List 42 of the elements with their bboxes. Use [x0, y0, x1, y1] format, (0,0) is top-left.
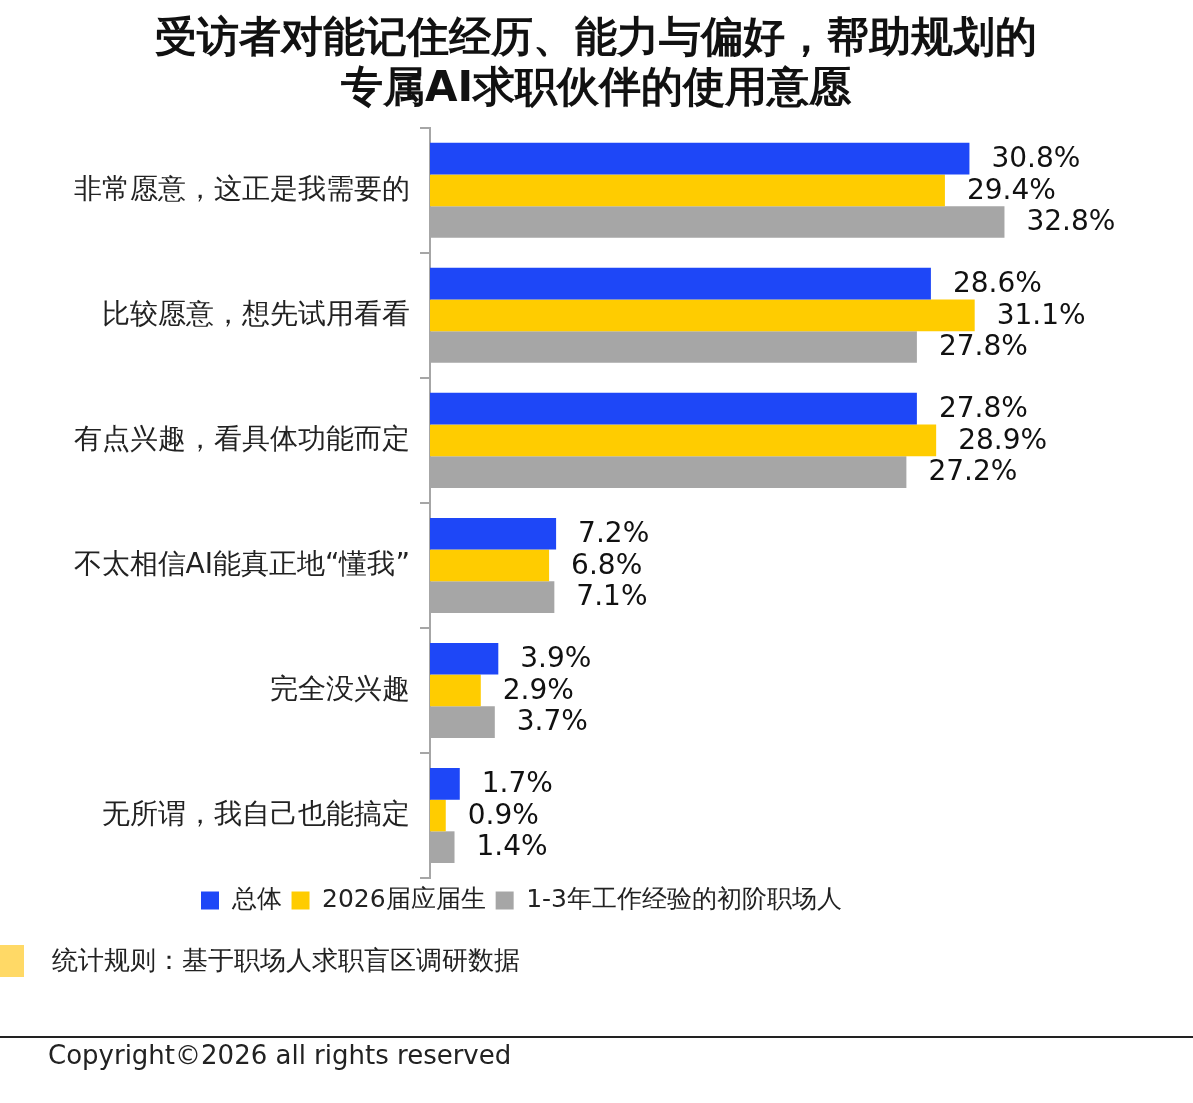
bar [430, 392, 917, 425]
data-label: 7.2% [578, 516, 650, 550]
data-label: 3.9% [520, 641, 592, 675]
bar [430, 517, 557, 550]
y-tick-label: 无所谓，我自己也能搞定 [102, 796, 410, 830]
data-label: 1.4% [476, 829, 548, 863]
y-tick-label: 有点兴趣，看具体功能而定 [74, 421, 410, 455]
data-label: 30.8% [991, 140, 1081, 174]
data-label: 27.8% [938, 390, 1028, 424]
data-label: 29.4% [966, 172, 1056, 206]
bar [430, 424, 937, 457]
data-label: 27.8% [938, 329, 1028, 363]
bar [430, 299, 975, 332]
y-tick-label: 比较愿意，想先试用看看 [102, 296, 410, 330]
text: Copyright©2026 all rights reserved [48, 1040, 512, 1070]
bar [430, 142, 970, 175]
data-label: 32.8% [1026, 204, 1116, 238]
data-label: 0.9% [467, 797, 539, 831]
legend-label: 总体 [230, 884, 282, 913]
data-label: 31.1% [996, 297, 1086, 331]
data-label: 2.9% [502, 672, 574, 706]
y-tick-label: 完全没兴趣 [270, 671, 410, 705]
bar [430, 799, 446, 832]
bar [430, 642, 499, 675]
data-label: 3.7% [516, 704, 588, 738]
bar [430, 174, 945, 207]
legend-label: 1-3年工作经验的初阶职场人 [526, 884, 842, 913]
legend-label: 2026届应届生 [322, 884, 486, 913]
data-label: 1.7% [481, 766, 553, 800]
bar [430, 767, 460, 800]
text: 统计规则：基于职场人求职盲区调研数据 [52, 944, 520, 977]
y-tick-label: 不太相信AI能真正地“懂我” [73, 546, 410, 580]
bar [430, 267, 931, 300]
data-label: 7.1% [576, 579, 648, 613]
bar [430, 549, 550, 582]
data-label: 28.6% [952, 265, 1042, 299]
y-tick-label: 非常愿意，这正是我需要的 [74, 171, 410, 205]
data-label: 28.9% [958, 422, 1048, 456]
bar [430, 674, 481, 707]
data-label: 27.2% [928, 454, 1018, 488]
data-label: 6.8% [571, 547, 643, 581]
chart-title: 受访者对能记住经历、能力与偏好，帮助规划的专属AI求职伙伴的使用意愿 [154, 12, 1038, 112]
